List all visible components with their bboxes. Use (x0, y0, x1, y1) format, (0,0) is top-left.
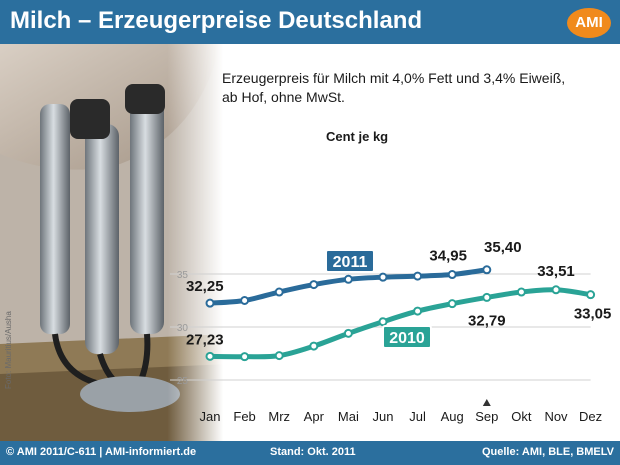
data-point (482, 292, 492, 302)
data-label: 32,25 (186, 278, 224, 295)
x-tick-label: Aug (441, 409, 464, 424)
data-point (447, 270, 457, 280)
data-point (516, 287, 526, 297)
data-label: 33,51 (537, 263, 575, 280)
footer-copyright: © AMI 2011/C-611 | AMI-informiert.de (6, 446, 197, 458)
footer-source: Quelle: AMI, BLE, BMELV (481, 446, 614, 458)
data-point (378, 317, 388, 327)
x-tick-label: Nov (544, 409, 568, 424)
data-point (274, 351, 284, 361)
price-line-chart: 25 30 35 32,25 34,95 35,40 27,23 32,79 33,51 33,… (4, 129, 612, 424)
data-label: 33,05 (574, 306, 612, 323)
y-tick-label: 30 (177, 323, 189, 334)
data-point (240, 352, 250, 362)
y-axis-label: Cent je kg (326, 129, 388, 144)
y-tick-label: 25 (177, 376, 189, 387)
photo-credit: Foto: Mauritius/Ausha (4, 311, 13, 389)
series-label-2010: 2010 (389, 330, 425, 347)
data-point (586, 290, 596, 300)
data-point (205, 298, 215, 308)
x-tick-label: Feb (233, 409, 255, 424)
data-label: 34,95 (429, 248, 467, 265)
series-label-box-2010 (382, 325, 432, 349)
series-line-2011 (207, 267, 490, 306)
header-bar: Milch – Erzeugerpreise Deutschland AMI (0, 0, 620, 44)
data-point (447, 299, 457, 309)
series-label-box-2011 (325, 249, 375, 273)
data-label: 35,40 (484, 239, 522, 256)
data-point (343, 328, 353, 338)
data-point (551, 285, 561, 295)
x-tick-label: Jan (200, 409, 221, 424)
x-tick-label: Jul (409, 409, 426, 424)
data-point (413, 271, 423, 281)
data-point (205, 351, 215, 361)
x-tick-label: Sep (475, 409, 498, 424)
x-tick-label: Mai (338, 409, 359, 424)
data-point (309, 341, 319, 351)
current-month-marker (482, 399, 491, 406)
x-tick-label: Jun (373, 409, 394, 424)
data-point (240, 296, 250, 305)
milking-machine-photo (0, 44, 620, 441)
chart-subtitle-line1: Erzeugerpreis für Milch mit 4,0% Fett un… (222, 70, 566, 86)
footer-bar: © AMI 2011/C-611 | AMI-informiert.de Sta… (0, 441, 620, 465)
page-title: Milch – Erzeugerpreise Deutschland (10, 7, 423, 34)
x-tick-label: Okt (511, 409, 532, 424)
chart-subtitle-line2: ab Hof, ohne MwSt. (222, 89, 345, 105)
footer-stand: Stand: Okt. 2011 (270, 446, 356, 458)
data-point (309, 280, 319, 290)
x-tick-label: Apr (304, 409, 325, 424)
data-point (274, 287, 284, 297)
series-label-2011: 2011 (333, 254, 368, 271)
data-label: 27,23 (186, 331, 224, 348)
data-point (378, 272, 388, 282)
data-point (482, 265, 492, 275)
x-tick-label: Dez (579, 409, 602, 424)
data-point (413, 306, 423, 316)
y-tick-label: 35 (177, 270, 189, 281)
data-point (343, 274, 353, 284)
ami-logo: AMI (567, 8, 611, 38)
x-tick-label: Mrz (268, 409, 290, 424)
data-label: 32,79 (468, 312, 506, 329)
